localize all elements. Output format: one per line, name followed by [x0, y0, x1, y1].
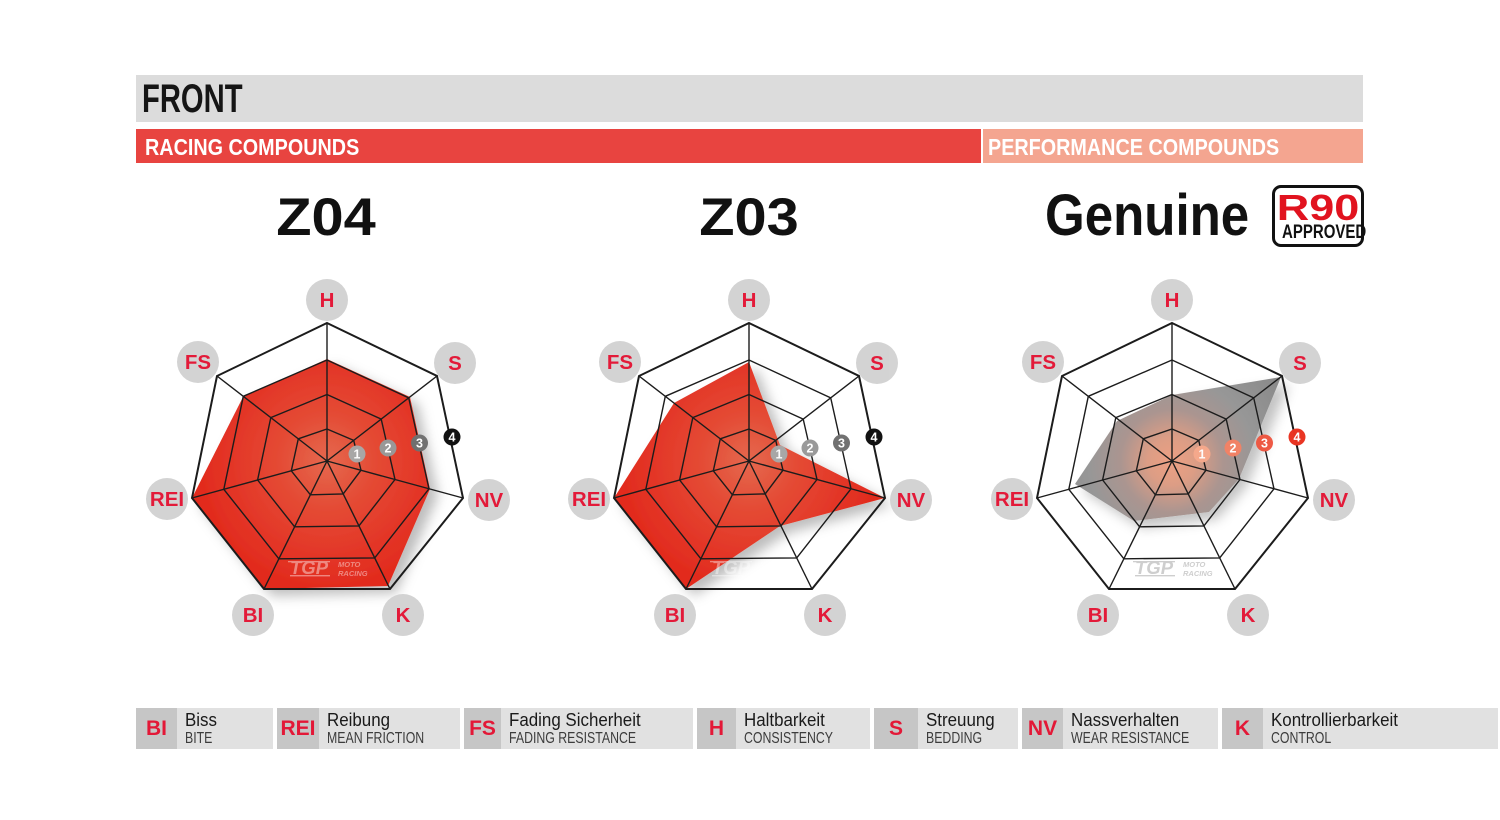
svg-text:1: 1: [1199, 448, 1206, 462]
svg-text:K: K: [396, 604, 411, 627]
svg-text:NV: NV: [1320, 489, 1349, 512]
svg-text:BI: BI: [1088, 604, 1109, 627]
svg-text:MOTO: MOTO: [1183, 560, 1206, 569]
svg-text:2: 2: [807, 442, 814, 456]
svg-text:RACING: RACING: [1183, 569, 1213, 578]
svg-text:1: 1: [354, 448, 361, 462]
svg-text:MOTO: MOTO: [760, 560, 783, 569]
svg-text:FS: FS: [1030, 351, 1056, 374]
svg-text:K: K: [818, 604, 833, 627]
svg-text:NV: NV: [897, 489, 926, 512]
svg-text:FS: FS: [185, 351, 211, 374]
svg-text:H: H: [1165, 289, 1180, 312]
svg-text:RACING: RACING: [338, 569, 368, 578]
svg-text:H: H: [320, 289, 335, 312]
svg-text:NV: NV: [475, 489, 504, 512]
svg-text:S: S: [448, 352, 462, 375]
svg-text:K: K: [1241, 604, 1256, 627]
svg-text:TGP: TGP: [1135, 557, 1174, 578]
svg-text:BI: BI: [665, 604, 686, 627]
svg-text:H: H: [742, 289, 757, 312]
svg-text:S: S: [870, 352, 884, 375]
svg-text:4: 4: [871, 431, 878, 445]
svg-text:TGP: TGP: [712, 557, 751, 578]
svg-text:3: 3: [416, 437, 423, 451]
svg-text:3: 3: [838, 437, 845, 451]
svg-text:4: 4: [449, 431, 456, 445]
svg-text:RACING: RACING: [760, 569, 790, 578]
svg-text:2: 2: [385, 442, 392, 456]
svg-text:MOTO: MOTO: [338, 560, 361, 569]
svg-text:4: 4: [1294, 431, 1301, 445]
svg-text:S: S: [1293, 352, 1307, 375]
svg-text:2: 2: [1230, 442, 1237, 456]
svg-text:3: 3: [1261, 437, 1268, 451]
svg-text:FS: FS: [607, 351, 633, 374]
svg-text:REI: REI: [150, 488, 184, 511]
svg-text:1: 1: [776, 448, 783, 462]
svg-text:REI: REI: [572, 488, 606, 511]
svg-text:TGP: TGP: [290, 557, 329, 578]
svg-text:BI: BI: [243, 604, 264, 627]
svg-text:REI: REI: [995, 488, 1029, 511]
